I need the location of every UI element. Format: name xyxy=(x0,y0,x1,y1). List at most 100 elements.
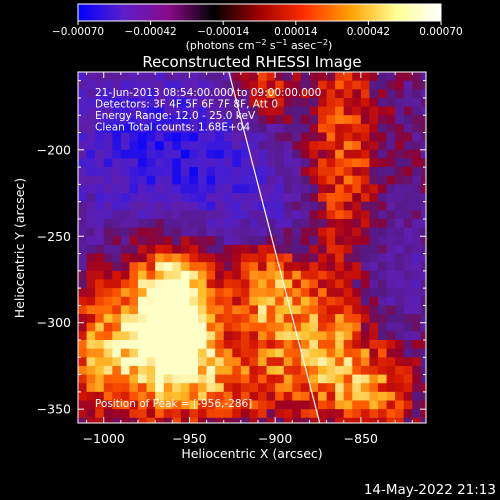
heatmap-cell xyxy=(369,262,379,272)
heatmap-cell xyxy=(395,296,405,307)
heatmap-cell xyxy=(103,296,113,307)
heatmap-cell xyxy=(420,193,426,203)
heatmap-cell xyxy=(266,167,276,177)
heatmap-cell xyxy=(172,106,182,116)
heatmap-cell xyxy=(412,270,422,281)
heatmap-cell xyxy=(78,175,88,185)
heatmap-cell xyxy=(120,409,131,419)
heatmap-cell xyxy=(240,270,251,281)
heatmap-cell xyxy=(266,322,276,332)
heatmap-cell xyxy=(232,244,242,255)
heatmap-cell xyxy=(240,167,251,177)
heatmap-cell xyxy=(146,201,156,211)
heatmap-cell xyxy=(138,314,148,324)
heatmap-cell xyxy=(240,400,251,410)
heatmap-cell xyxy=(300,288,311,298)
heatmap-cell xyxy=(326,184,336,194)
heatmap-cell xyxy=(386,132,396,142)
heatmap-cell xyxy=(232,279,242,289)
heatmap-cell xyxy=(300,348,311,358)
heatmap-cell xyxy=(198,305,208,315)
heatmap-cell xyxy=(103,97,113,108)
heatmap-cell xyxy=(318,227,328,237)
heatmap-cell xyxy=(240,391,251,402)
heatmap-cell xyxy=(163,227,173,237)
heatmap-cell xyxy=(129,409,139,419)
heatmap-cell xyxy=(360,409,371,419)
heatmap-cell xyxy=(155,357,165,367)
heatmap-cell xyxy=(326,227,336,237)
heatmap-cell xyxy=(146,417,156,423)
heatmap-cell xyxy=(318,193,328,203)
heatmap-cell xyxy=(120,322,131,332)
heatmap-cell xyxy=(300,236,311,246)
heatmap-cell xyxy=(266,357,276,367)
heatmap-cell xyxy=(189,97,199,108)
heatmap-cell xyxy=(215,141,225,151)
heatmap-cell xyxy=(155,80,165,90)
heatmap-cell xyxy=(249,383,259,393)
heatmap-cell xyxy=(86,400,96,410)
heatmap-cell xyxy=(412,288,422,298)
heatmap-cell xyxy=(275,331,285,341)
heatmap-cell xyxy=(223,227,233,237)
heatmap-cell xyxy=(189,72,199,82)
heatmap-cell xyxy=(240,210,251,220)
heatmap-cell xyxy=(386,279,396,289)
heatmap-cell xyxy=(403,253,413,263)
heatmap-cell xyxy=(86,348,96,358)
heatmap-cell xyxy=(369,158,379,168)
heatmap-cell xyxy=(403,141,413,151)
heatmap-cell xyxy=(326,374,336,384)
heatmap-cell xyxy=(163,158,173,168)
heatmap-cell xyxy=(232,158,242,168)
heatmap-cell xyxy=(283,365,293,376)
heatmap-cell xyxy=(223,331,233,341)
heatmap-cell xyxy=(223,149,233,160)
heatmap-cell xyxy=(155,141,165,151)
heatmap-cell xyxy=(309,383,319,393)
heatmap-cell xyxy=(266,262,276,272)
heatmap-cell xyxy=(112,106,122,116)
heatmap-cell xyxy=(412,331,422,341)
heatmap-cell xyxy=(155,106,165,116)
heatmap-cell xyxy=(420,149,426,160)
heatmap-cell xyxy=(275,314,285,324)
heatmap-cell xyxy=(326,106,336,116)
heatmap-cell xyxy=(138,270,148,281)
heatmap-cell xyxy=(283,270,293,281)
heatmap-cell xyxy=(275,123,285,134)
heatmap-cell xyxy=(292,322,302,332)
heatmap-cell xyxy=(172,340,182,350)
heatmap-cell xyxy=(352,115,362,125)
heatmap-cell xyxy=(378,210,388,220)
heatmap-cell xyxy=(180,417,191,423)
heatmap-cell xyxy=(78,201,88,211)
heatmap-cell xyxy=(232,80,242,90)
heatmap-cell xyxy=(103,218,113,229)
heatmap-cell xyxy=(300,314,311,324)
heatmap-cell xyxy=(78,149,88,160)
heatmap-cell xyxy=(232,409,242,419)
heatmap-cell xyxy=(318,218,328,229)
heatmap-cell xyxy=(266,72,276,82)
heatmap-cell xyxy=(343,253,353,263)
heatmap-cell xyxy=(78,218,88,229)
heatmap-cell xyxy=(326,72,336,82)
heatmap-cell xyxy=(172,374,182,384)
heatmap-cell xyxy=(95,106,105,116)
heatmap-cell xyxy=(163,279,173,289)
heatmap-cell xyxy=(240,158,251,168)
heatmap-cell xyxy=(215,158,225,168)
heatmap-cell xyxy=(258,210,268,220)
heatmap-cell xyxy=(420,374,426,384)
heatmap-cell xyxy=(283,80,293,90)
heatmap-cell xyxy=(360,236,371,246)
heatmap-cell xyxy=(78,391,88,402)
heatmap-cell xyxy=(223,72,233,82)
heatmap-cell xyxy=(180,123,191,134)
colorbar-tick-label: 0.00042 xyxy=(347,26,390,38)
heatmap-cell xyxy=(292,175,302,185)
heatmap-cell xyxy=(266,149,276,160)
heatmap-cell xyxy=(343,158,353,168)
